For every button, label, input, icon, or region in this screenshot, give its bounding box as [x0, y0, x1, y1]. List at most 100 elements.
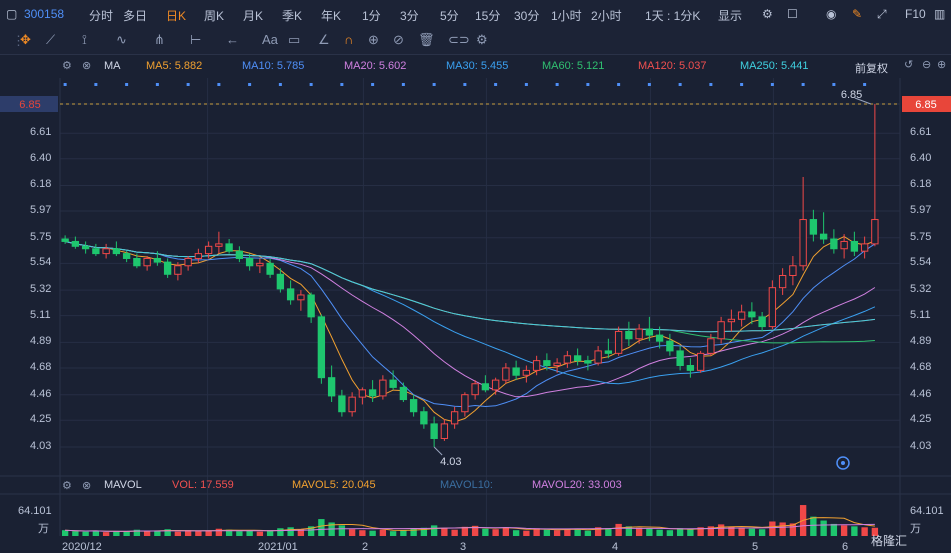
- volume-bar: [184, 530, 192, 536]
- volume-bar: [123, 531, 130, 536]
- vol-indicator-name[interactable]: MAVOL: [104, 479, 142, 491]
- zoom-out-icon[interactable]: ⊖: [922, 59, 932, 71]
- volume-bar: [779, 522, 786, 536]
- candle-body: [286, 288, 295, 301]
- volume-bar: [195, 531, 202, 536]
- date-tick: 3: [460, 541, 467, 553]
- polyline-tool-icon[interactable]: ⟟: [82, 32, 87, 47]
- tab-period-7[interactable]: 1分: [362, 9, 381, 23]
- volume-bar: [266, 530, 274, 536]
- candle-body: [215, 243, 223, 247]
- tab-period-4[interactable]: 月K: [243, 9, 264, 23]
- price-tick-left: 4.89: [30, 335, 52, 348]
- magnet-icon[interactable]: ∩: [344, 32, 354, 47]
- line-tool-icon[interactable]: ⟋: [46, 32, 56, 47]
- expand-icon[interactable]: ⤢: [877, 7, 887, 21]
- pencil-icon[interactable]: ✎: [852, 7, 863, 21]
- volume-bar: [225, 529, 233, 536]
- high-annotation: 6.85: [841, 89, 862, 101]
- vol-close-icon[interactable]: ⊗: [82, 480, 92, 492]
- candle-body: [758, 316, 766, 328]
- gear-icon[interactable]: ⚙: [762, 7, 773, 21]
- tab-period-2[interactable]: 日K: [166, 9, 187, 23]
- layout-icon[interactable]: ▥: [934, 7, 946, 21]
- candle-body: [850, 240, 859, 252]
- candle-body: [563, 355, 572, 364]
- fuquan-select[interactable]: 前复权: [855, 63, 888, 75]
- locate-icon: [836, 456, 850, 470]
- hide-drawing-icon[interactable]: ⊘: [393, 32, 404, 47]
- volume-bar: [697, 527, 704, 536]
- candle-body: [717, 321, 725, 340]
- tab-period-6[interactable]: 年K: [321, 9, 342, 23]
- price-tag-right-text: 6.85: [915, 99, 936, 111]
- ma-indicator-name[interactable]: MA: [104, 60, 121, 72]
- vol-settings-icon[interactable]: ⚙: [62, 480, 72, 492]
- volume-bar: [820, 520, 827, 536]
- ruler-icon[interactable]: ∠: [318, 32, 330, 47]
- volume-bar: [533, 528, 540, 536]
- tab-period-5[interactable]: 季K: [282, 9, 303, 23]
- candle-body: [748, 311, 756, 318]
- candle-body: [727, 318, 736, 323]
- candle-body: [430, 423, 438, 439]
- tab-period-0[interactable]: 分时: [89, 9, 114, 23]
- pitchfork-tool-icon[interactable]: ⋔: [154, 32, 165, 47]
- display-select[interactable]: 显示: [718, 9, 743, 23]
- signal-dot: [432, 83, 436, 86]
- candle-body: [174, 265, 182, 275]
- candle-body: [81, 245, 90, 250]
- checkbox-icon[interactable]: ☐: [787, 7, 798, 21]
- camera-icon[interactable]: ◉: [826, 7, 837, 21]
- range-tool-icon[interactable]: ⊢: [190, 32, 202, 47]
- text-tool-icon[interactable]: Aa: [262, 32, 278, 47]
- lock-drawing-icon[interactable]: ⊕: [368, 32, 379, 47]
- tab-period-9[interactable]: 5分: [440, 9, 459, 23]
- volume-bar: [215, 528, 223, 536]
- sidebar-toggle-icon[interactable]: ▢: [6, 7, 18, 21]
- toolbar-settings-icon[interactable]: ⚙: [476, 32, 488, 47]
- volume-bar: [348, 529, 356, 536]
- link-icon[interactable]: ⊂⊃: [448, 32, 470, 47]
- tab-period-8[interactable]: 3分: [400, 9, 419, 23]
- signal-dot: [740, 83, 744, 86]
- zoom-in-icon[interactable]: ⊕: [937, 59, 947, 71]
- price-tick-left: 6.18: [30, 178, 52, 191]
- volume-bar: [676, 528, 684, 536]
- indicator-settings-icon[interactable]: ⚙: [62, 60, 72, 72]
- tab-period-12[interactable]: 1小时: [551, 9, 582, 23]
- trash-icon[interactable]: 🗑: [418, 32, 435, 47]
- price-tick-left: 4.25: [30, 413, 52, 426]
- candle-body: [276, 273, 285, 290]
- signal-dot: [401, 83, 405, 86]
- tab-period-13[interactable]: 2小时: [591, 9, 622, 23]
- tab-period-1[interactable]: 多日: [123, 9, 148, 23]
- signal-dot: [63, 83, 67, 86]
- close-indicator-icon[interactable]: ⊗: [82, 60, 92, 72]
- f10-button[interactable]: F10: [905, 7, 926, 21]
- arrow-tool-icon[interactable]: ←: [226, 32, 239, 47]
- candle-body: [799, 219, 807, 267]
- signal-dot: [555, 83, 559, 86]
- undo-icon[interactable]: ↺: [904, 59, 914, 71]
- tab-period-3[interactable]: 周K: [204, 9, 225, 23]
- drag-handle-icon[interactable]: ⋮: [12, 33, 25, 48]
- volume-bar: [810, 516, 817, 536]
- candle-body: [450, 411, 459, 425]
- interval-select[interactable]: 1天 : 1分K: [645, 9, 701, 23]
- candle-body: [153, 257, 162, 263]
- stock-code[interactable]: 300158: [24, 7, 65, 21]
- note-tool-icon[interactable]: ▭: [288, 32, 301, 47]
- signal-dot: [217, 83, 221, 86]
- tab-period-11[interactable]: 30分: [514, 9, 540, 23]
- crosshair-icon[interactable]: ✥: [20, 32, 31, 47]
- tab-period-10[interactable]: 15分: [475, 9, 501, 23]
- candle-body: [696, 352, 705, 371]
- candle-body: [481, 383, 490, 391]
- volume-bar: [61, 530, 69, 536]
- volume-bar: [82, 531, 89, 536]
- ma20-value: MA20: 5.602: [344, 60, 407, 72]
- wave-tool-icon[interactable]: ∿: [116, 32, 127, 47]
- signal-dot: [617, 83, 621, 86]
